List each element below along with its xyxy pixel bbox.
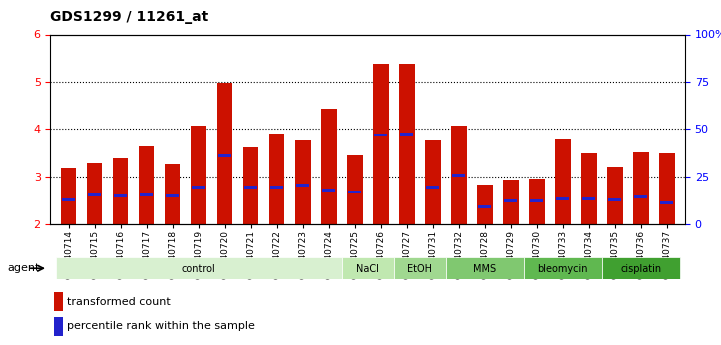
- Bar: [478, 205, 491, 208]
- Bar: [426, 186, 439, 189]
- Bar: [54, 317, 63, 336]
- Bar: [582, 197, 596, 199]
- Text: transformed count: transformed count: [67, 297, 170, 306]
- Bar: [244, 186, 257, 189]
- Bar: [218, 154, 231, 157]
- Bar: [660, 201, 673, 204]
- Text: NaCl: NaCl: [356, 264, 379, 274]
- Bar: [295, 140, 311, 224]
- Bar: [659, 153, 675, 224]
- Bar: [451, 126, 466, 224]
- Bar: [243, 147, 259, 224]
- Bar: [504, 199, 518, 202]
- Bar: [503, 180, 518, 224]
- Bar: [607, 167, 622, 224]
- Bar: [634, 195, 647, 198]
- Bar: [56, 257, 342, 279]
- Bar: [523, 257, 602, 279]
- Bar: [296, 184, 309, 187]
- Bar: [165, 164, 180, 224]
- Bar: [88, 194, 102, 196]
- Bar: [529, 179, 544, 224]
- Bar: [139, 146, 154, 224]
- Bar: [452, 174, 465, 177]
- Bar: [400, 133, 413, 136]
- Bar: [140, 194, 154, 196]
- Text: bleomycin: bleomycin: [537, 264, 588, 274]
- Text: cisplatin: cisplatin: [620, 264, 661, 274]
- Bar: [54, 292, 63, 311]
- Bar: [446, 257, 523, 279]
- Text: GDS1299 / 11261_at: GDS1299 / 11261_at: [50, 10, 208, 24]
- Bar: [321, 109, 337, 224]
- Bar: [217, 83, 232, 224]
- Bar: [530, 199, 544, 202]
- Bar: [425, 140, 441, 224]
- Bar: [608, 198, 622, 201]
- Bar: [477, 185, 492, 224]
- Bar: [61, 168, 76, 224]
- Bar: [556, 197, 570, 199]
- Bar: [347, 156, 363, 224]
- Bar: [399, 64, 415, 224]
- Bar: [602, 257, 680, 279]
- Bar: [373, 64, 389, 224]
- Text: agent: agent: [7, 263, 40, 273]
- Text: EtOH: EtOH: [407, 264, 432, 274]
- Bar: [394, 257, 446, 279]
- Text: percentile rank within the sample: percentile rank within the sample: [67, 322, 255, 331]
- Bar: [113, 158, 128, 224]
- Bar: [114, 194, 128, 197]
- Bar: [555, 139, 570, 224]
- Bar: [348, 190, 361, 194]
- Bar: [342, 257, 394, 279]
- Bar: [166, 194, 180, 197]
- Bar: [192, 186, 205, 189]
- Bar: [270, 186, 283, 189]
- Bar: [62, 198, 75, 201]
- Bar: [581, 153, 596, 224]
- Bar: [87, 162, 102, 224]
- Bar: [374, 134, 387, 137]
- Bar: [269, 134, 285, 224]
- Text: MMS: MMS: [473, 264, 496, 274]
- Text: control: control: [182, 264, 216, 274]
- Bar: [322, 189, 335, 191]
- Bar: [633, 152, 649, 224]
- Bar: [191, 126, 206, 224]
